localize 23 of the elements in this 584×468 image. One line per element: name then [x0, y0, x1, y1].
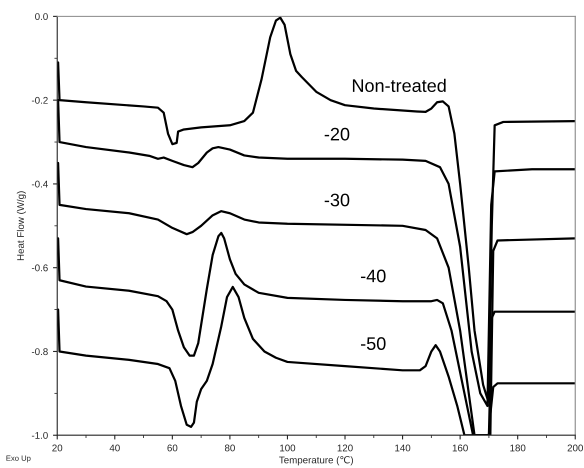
y-axis-title: Heat Flow (W/g)	[16, 191, 26, 260]
y-tick-label: -0.2	[32, 96, 48, 104]
x-tick-label: 160	[452, 444, 468, 452]
series-label: -50	[360, 337, 386, 350]
y-tick-label: -0.8	[32, 348, 48, 356]
series-label: -40	[360, 270, 386, 282]
x-tick-label: 200	[568, 444, 583, 452]
x-tick-label: 140	[395, 444, 410, 452]
x-tick-label: 120	[338, 444, 353, 452]
x-tick-label: 80	[224, 444, 235, 452]
series-label: -30	[324, 194, 350, 206]
series-label: -20	[324, 128, 350, 141]
y-tick-label: -0.4	[32, 180, 48, 188]
series-label: Non-treated	[352, 78, 446, 92]
y-tick-label: -1.0	[32, 432, 48, 439]
x-tick-label: 40	[110, 444, 120, 452]
y-tick-label: 0.0	[35, 13, 48, 20]
x-tick-label: 20	[52, 444, 62, 452]
y-tick-label: -0.6	[32, 264, 48, 272]
x-tick-label: 180	[510, 444, 526, 452]
x-tick-label: 60	[167, 444, 178, 452]
x-tick-label: 100	[280, 444, 296, 452]
x-axis-title: Temperature (℃)	[279, 456, 353, 466]
